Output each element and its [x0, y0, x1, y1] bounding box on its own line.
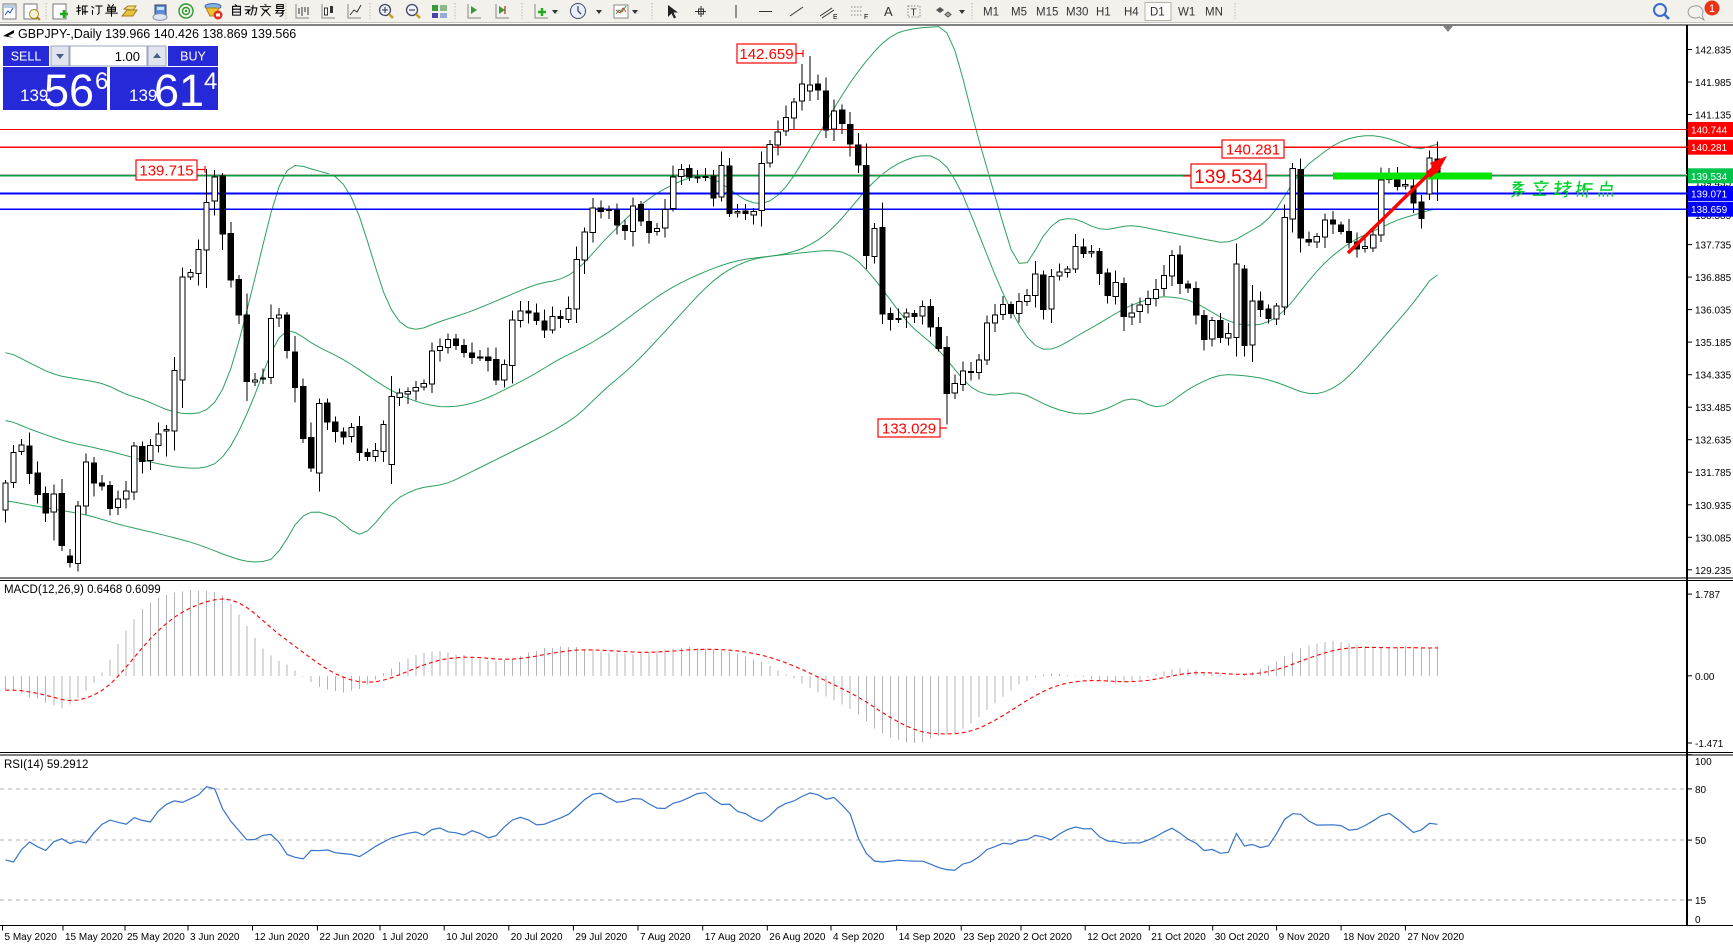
svg-text:21 Oct 2020: 21 Oct 2020: [1151, 932, 1206, 943]
svg-text:27 Nov 2020: 27 Nov 2020: [1407, 932, 1464, 943]
svg-text:130.085: 130.085: [1695, 533, 1732, 544]
svg-text:29 Jul 2020: 29 Jul 2020: [575, 932, 627, 943]
svg-text:4: 4: [204, 68, 217, 95]
svg-text:139.071: 139.071: [1691, 190, 1728, 201]
svg-text:W1: W1: [1178, 7, 1195, 19]
svg-text:E: E: [833, 14, 838, 21]
svg-text:D1: D1: [1150, 7, 1165, 19]
svg-text:0.00: 0.00: [1695, 672, 1715, 683]
svg-text:20 Jul 2020: 20 Jul 2020: [511, 932, 563, 943]
svg-text:M1: M1: [983, 7, 999, 19]
svg-text:T: T: [911, 8, 917, 19]
svg-text:MN: MN: [1205, 7, 1223, 19]
svg-text:141.985: 141.985: [1695, 78, 1732, 89]
svg-text:0: 0: [1695, 915, 1701, 926]
svg-text:1: 1: [1709, 3, 1715, 15]
svg-text:25 May 2020: 25 May 2020: [127, 932, 185, 943]
svg-text:9 Nov 2020: 9 Nov 2020: [1279, 932, 1331, 943]
svg-text:22 Jun 2020: 22 Jun 2020: [319, 932, 374, 943]
svg-text:GBPJPY-,Daily 139.966 140.426: GBPJPY-,Daily 139.966 140.426 138.869 13…: [18, 27, 296, 41]
svg-text:10 Jul 2020: 10 Jul 2020: [446, 932, 498, 943]
svg-text:142.835: 142.835: [1695, 46, 1732, 57]
svg-text:61: 61: [154, 65, 204, 116]
svg-text:137.735: 137.735: [1695, 241, 1732, 252]
svg-text:2 Oct 2020: 2 Oct 2020: [1023, 932, 1072, 943]
svg-text:141.135: 141.135: [1695, 111, 1732, 122]
svg-text:15 May 2020: 15 May 2020: [65, 932, 123, 943]
svg-text:7 Aug 2020: 7 Aug 2020: [640, 932, 691, 943]
svg-text:129.235: 129.235: [1695, 566, 1732, 577]
svg-text:12 Oct 2020: 12 Oct 2020: [1087, 932, 1142, 943]
svg-text:1.00: 1.00: [115, 49, 140, 64]
svg-text:142.659: 142.659: [739, 46, 793, 63]
svg-text:H1: H1: [1096, 7, 1111, 19]
svg-text:4 Sep 2020: 4 Sep 2020: [833, 932, 885, 943]
svg-text:135.185: 135.185: [1695, 338, 1732, 349]
svg-text:30 Oct 2020: 30 Oct 2020: [1215, 932, 1270, 943]
svg-text:139.534: 139.534: [1691, 172, 1728, 183]
svg-text:140.744: 140.744: [1691, 126, 1728, 137]
svg-text:RSI(14) 59.2912: RSI(14) 59.2912: [4, 759, 88, 771]
svg-text:5 May 2020: 5 May 2020: [5, 932, 58, 943]
svg-text:14 Sep 2020: 14 Sep 2020: [899, 932, 956, 943]
svg-text:138.659: 138.659: [1691, 205, 1728, 216]
svg-text:-1.471: -1.471: [1695, 739, 1724, 750]
svg-text:3 Jun 2020: 3 Jun 2020: [190, 932, 240, 943]
svg-text:133.485: 133.485: [1695, 403, 1732, 414]
svg-text:17 Aug 2020: 17 Aug 2020: [705, 932, 762, 943]
svg-text:23 Sep 2020: 23 Sep 2020: [963, 932, 1020, 943]
svg-text:F: F: [864, 14, 868, 21]
svg-text:136.035: 136.035: [1695, 306, 1732, 317]
svg-text:139: 139: [129, 86, 157, 105]
svg-text:26 Aug 2020: 26 Aug 2020: [769, 932, 826, 943]
svg-text:100: 100: [1695, 757, 1712, 768]
svg-text:12 Jun 2020: 12 Jun 2020: [255, 932, 310, 943]
svg-text:18 Nov 2020: 18 Nov 2020: [1343, 932, 1400, 943]
svg-text:139.435: 139.435: [1695, 179, 1732, 190]
svg-text:56: 56: [44, 65, 94, 116]
svg-text:MACD(12,26,9) 0.6468 0.6099: MACD(12,26,9) 0.6468 0.6099: [4, 584, 161, 596]
svg-text:1 Jul 2020: 1 Jul 2020: [382, 932, 429, 943]
svg-text:80: 80: [1695, 785, 1707, 796]
svg-text:1.787: 1.787: [1695, 590, 1720, 601]
svg-text:130.935: 130.935: [1695, 501, 1732, 512]
svg-text:A: A: [884, 4, 893, 19]
svg-text:139: 139: [20, 86, 48, 105]
svg-text:131.785: 131.785: [1695, 468, 1732, 479]
svg-text:140.281: 140.281: [1691, 143, 1728, 154]
svg-text:139.715: 139.715: [139, 162, 193, 179]
svg-text:SELL: SELL: [11, 50, 42, 64]
svg-text:132.635: 132.635: [1695, 436, 1732, 447]
svg-text:133.029: 133.029: [882, 420, 936, 437]
svg-text:140.281: 140.281: [1226, 141, 1280, 158]
svg-text:M15: M15: [1036, 7, 1058, 19]
svg-text:M30: M30: [1066, 7, 1088, 19]
svg-text:BUY: BUY: [180, 50, 206, 64]
svg-text:M5: M5: [1011, 7, 1027, 19]
svg-text:50: 50: [1695, 836, 1707, 847]
svg-text:139.534: 139.534: [1194, 167, 1263, 188]
svg-text:136.885: 136.885: [1695, 273, 1732, 284]
svg-text:15: 15: [1695, 896, 1707, 907]
svg-text:H4: H4: [1124, 7, 1139, 19]
svg-text:6: 6: [95, 68, 108, 95]
svg-text:134.335: 134.335: [1695, 371, 1732, 382]
